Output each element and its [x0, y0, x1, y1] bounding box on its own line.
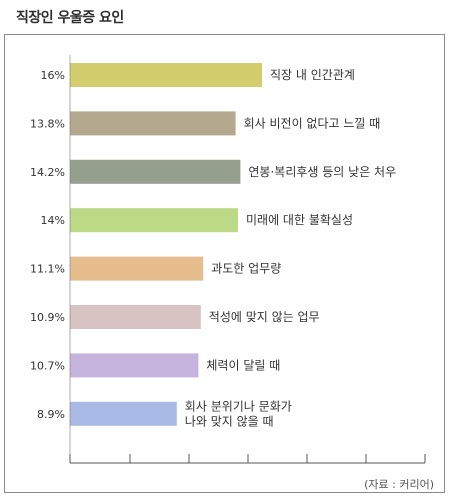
bar	[70, 256, 204, 281]
category-label: 적성에 맞지 않는 업무	[209, 310, 320, 324]
bar	[70, 305, 201, 329]
value-label: 14.2%	[30, 166, 65, 179]
bar	[70, 63, 262, 87]
category-label: 회사 분위기나 문화가 나와 맞지 않을 때	[185, 399, 292, 428]
category-label: 체력이 달릴 때	[206, 358, 280, 372]
value-label: 11.1%	[30, 263, 65, 276]
category-label: 미래에 대한 불확실성	[246, 213, 353, 227]
chart-source: (자료 : 커리어)	[364, 478, 434, 491]
value-label: 10.9%	[30, 311, 65, 324]
value-label: 8.9%	[37, 408, 65, 421]
category-label: 과도한 업무량	[211, 262, 281, 276]
bar	[70, 208, 238, 233]
category-label: 회사 비전이 없다고 느낄 때	[244, 116, 381, 130]
category-label: 연봉·복리후생 등의 낮은 처우	[248, 165, 396, 179]
chart-frame	[4, 34, 445, 493]
value-label: 10.7%	[30, 359, 65, 372]
bar	[70, 159, 241, 184]
value-label: 16%	[41, 69, 65, 82]
category-label: 직장 내 인간관계	[270, 68, 355, 82]
value-label: 14%	[41, 214, 65, 227]
bar	[70, 111, 236, 136]
bar	[70, 401, 177, 426]
chart-title: 직장인 우울증 요인	[16, 10, 124, 26]
bar	[70, 353, 199, 378]
value-label: 13.8%	[30, 117, 65, 130]
